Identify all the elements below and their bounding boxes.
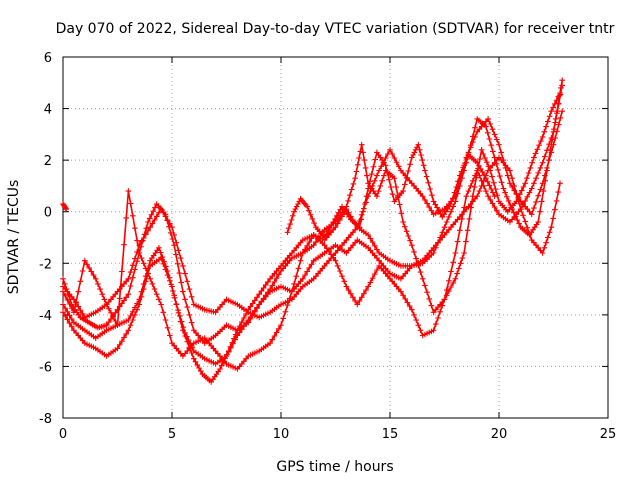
x-tick-label: 0 <box>59 427 67 442</box>
series-pass-7 <box>60 201 70 212</box>
series-markers <box>284 141 498 241</box>
x-tick-label: 5 <box>168 427 176 442</box>
chart-title: Day 070 of 2022, Sidereal Day-to-day VTE… <box>56 21 615 37</box>
y-axis-label: SDTVAR / TECUs <box>6 180 22 295</box>
axis-ticks: 0 5 10 15 20 25 -8 -6 -4 -2 0 2 4 6 <box>39 51 616 442</box>
series-pass-5 <box>60 154 563 372</box>
y-tick-label: -4 <box>39 309 52 324</box>
x-tick-label: 25 <box>600 427 617 442</box>
y-tick-label: 0 <box>44 206 52 221</box>
y-tick-label: -2 <box>39 257 52 272</box>
y-tick-label: 4 <box>44 103 52 118</box>
y-tick-label: -6 <box>39 360 52 375</box>
x-axis-label: GPS time / hours <box>276 459 393 475</box>
series-markers <box>60 201 70 212</box>
series-pass-6 <box>284 141 498 241</box>
x-tick-label: 15 <box>382 427 399 442</box>
series-markers <box>60 154 563 372</box>
plot-frame <box>62 56 609 419</box>
x-tick-label: 10 <box>273 427 290 442</box>
y-tick-label: -8 <box>39 412 52 427</box>
data-series <box>60 77 565 385</box>
x-tick-label: 20 <box>491 427 508 442</box>
series-trace <box>286 143 496 239</box>
series-markers <box>60 82 565 385</box>
y-tick-label: 2 <box>44 154 52 169</box>
y-tick-label: 6 <box>44 51 52 66</box>
